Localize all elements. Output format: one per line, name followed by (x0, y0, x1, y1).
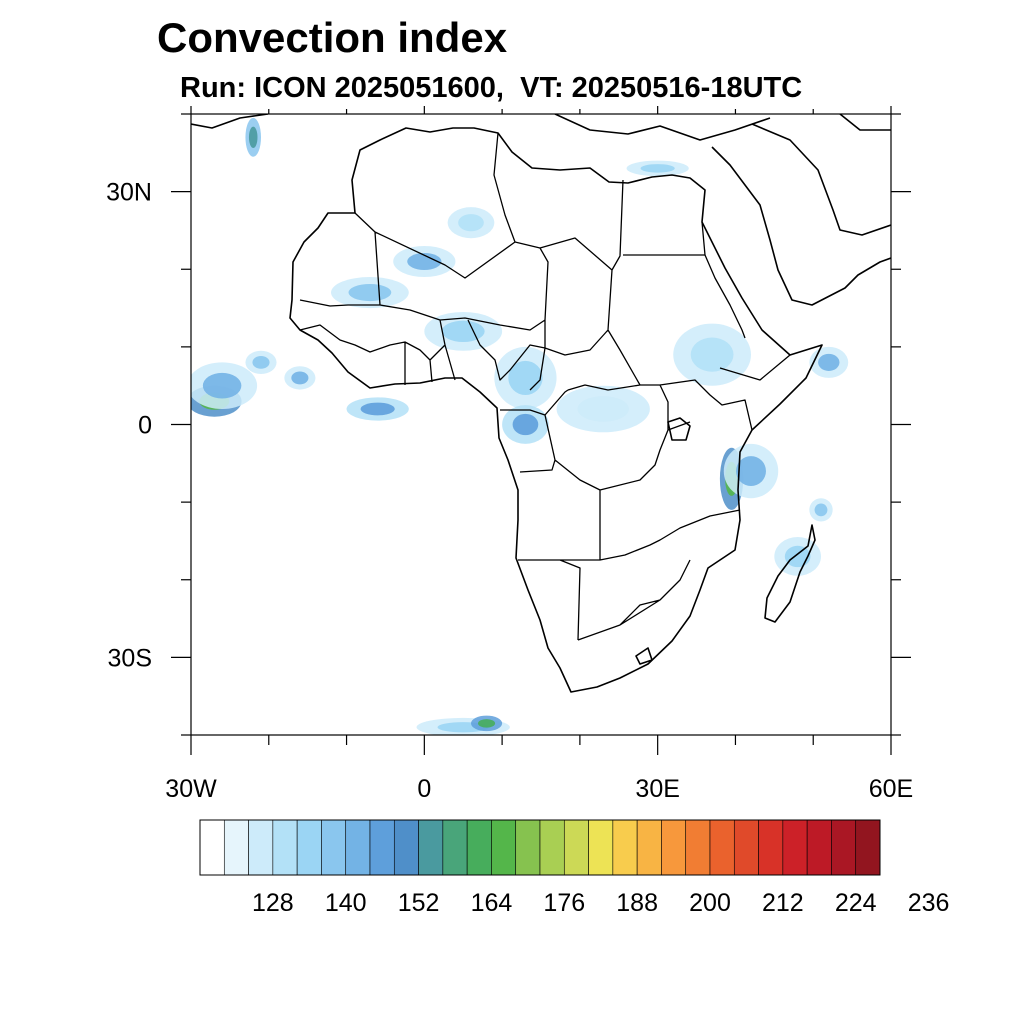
colorbar-swatch (369, 819, 395, 876)
colorbar-swatch (199, 819, 225, 876)
convection-core (348, 283, 392, 302)
x-tick-label: 30E (635, 775, 679, 803)
convection-core (458, 214, 484, 232)
madagascar-coastline (764, 524, 816, 623)
convection-core (736, 456, 766, 487)
colorbar-label: 200 (689, 889, 731, 917)
colorbar-swatch (515, 819, 541, 876)
chart-title: Convection index (157, 14, 508, 61)
colorbar-swatch (563, 819, 589, 876)
coastlines-and-borders (191, 114, 891, 693)
africa-coastline (289, 127, 823, 693)
convection-core (478, 719, 496, 728)
colorbar-swatch (588, 819, 614, 876)
country-borders (299, 132, 791, 641)
colorbar-swatch (636, 819, 662, 876)
colorbar-label: 164 (471, 889, 513, 917)
colorbar (199, 819, 881, 876)
convection-core (577, 396, 629, 422)
colorbar-swatch (782, 819, 808, 876)
colorbar-swatch (491, 819, 517, 876)
convection-core (252, 355, 270, 369)
colorbar-label: 140 (325, 889, 367, 917)
colorbar-swatch (321, 819, 347, 876)
colorbar-swatch (442, 819, 468, 876)
y-tick-label: 30S (108, 644, 152, 672)
convection-core (407, 252, 442, 271)
colorbar-swatch (418, 819, 444, 876)
x-tick-label: 60E (869, 775, 913, 803)
arabia-coastline (711, 123, 891, 306)
colorbar-swatch (806, 819, 832, 876)
colorbar-swatch (248, 819, 274, 876)
x-tick-label: 0 (417, 775, 431, 803)
convection-core (248, 126, 258, 148)
colorbar-frame (199, 819, 881, 876)
colorbar-swatch (393, 819, 419, 876)
colorbar-swatch (466, 819, 492, 876)
chart-subtitle: Run: ICON 2025051600, VT: 20250516-18UTC (180, 72, 803, 104)
convection-core (202, 372, 242, 399)
colorbar-labels: 128 140 152 164 176 188 200 212 224 236 (252, 889, 949, 917)
axis-tick-labels: 30W 0 30E 60E 30N 0 30S (106, 179, 913, 803)
colorbar-label: 176 (543, 889, 585, 917)
convection-core (441, 320, 485, 343)
colorbar-swatch (539, 819, 565, 876)
convection-core (291, 371, 309, 385)
colorbar-label: 128 (252, 889, 294, 917)
colorbar-swatch (223, 819, 249, 876)
colorbar-swatch (831, 819, 857, 876)
colorbar-label: 236 (908, 889, 950, 917)
convection-core (784, 545, 811, 568)
axis-ticks (171, 106, 911, 755)
colorbar-swatch (758, 819, 784, 876)
colorbar-swatch (272, 819, 298, 876)
y-tick-label: 30N (106, 179, 152, 207)
colorbar-swatch (296, 819, 322, 876)
colorbar-swatch (709, 819, 735, 876)
lesotho-border (635, 647, 653, 665)
colorbar-swatch (685, 819, 711, 876)
convection-core (690, 337, 734, 372)
lake-victoria (667, 417, 691, 441)
colorbar-swatch (345, 819, 371, 876)
colorbar-swatch (855, 819, 881, 876)
x-tick-label: 30W (165, 775, 217, 803)
convection-core (512, 413, 539, 436)
y-tick-label: 0 (138, 412, 152, 440)
convection-core (640, 164, 675, 173)
colorbar-swatch (733, 819, 759, 876)
colorbar-swatch (612, 819, 638, 876)
convection-core (360, 402, 395, 416)
colorbar-label: 152 (398, 889, 440, 917)
colorbar-label: 224 (835, 889, 877, 917)
colorbar-swatch (661, 819, 687, 876)
colorbar-label: 212 (762, 889, 804, 917)
convection-core (814, 503, 828, 517)
convection-shading-layer (191, 117, 849, 735)
europe-coastline (191, 114, 891, 141)
colorbar-label: 188 (616, 889, 658, 917)
convection-core (818, 353, 840, 371)
